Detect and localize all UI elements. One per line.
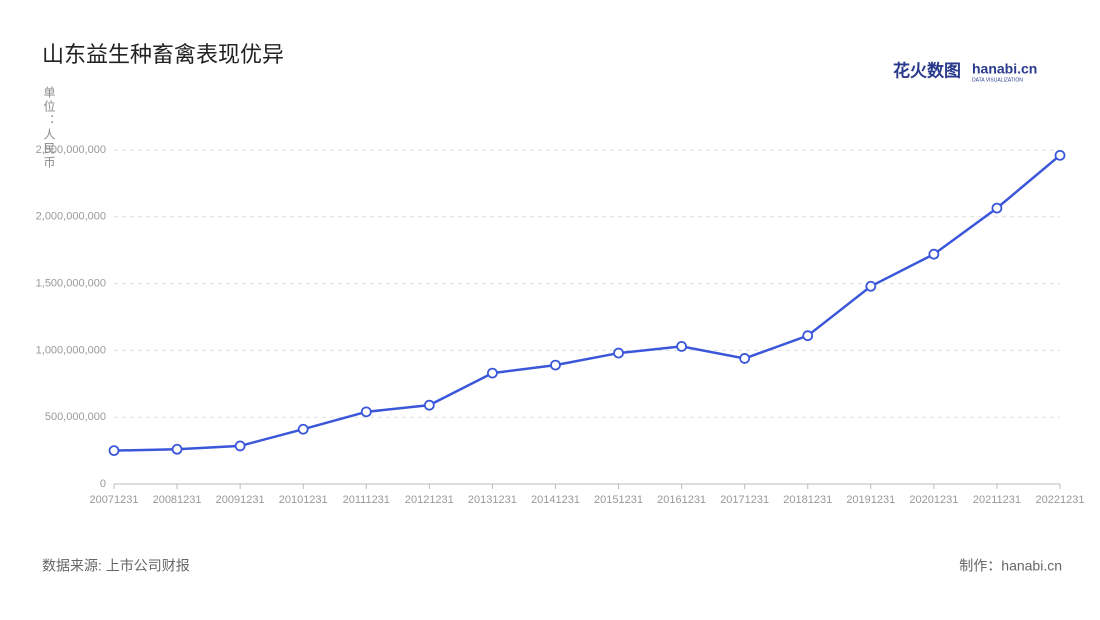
y-tick-label: 1,500,000,000 (36, 278, 106, 290)
point (865, 280, 877, 292)
x-tick-label: 20171231 (720, 494, 769, 506)
point (613, 347, 624, 359)
y-tick-label: 2,000,000,000 (36, 211, 106, 223)
x-tick-label: 20091231 (216, 494, 265, 506)
x-tick-label: 20071231 (90, 494, 139, 506)
x-tick-label: 20161231 (657, 494, 706, 506)
x-tick-label: 20191231 (846, 494, 895, 506)
y-tick-label: 1,000,000,000 (36, 344, 106, 356)
x-tick-label: 20131231 (468, 494, 517, 506)
point (108, 445, 120, 457)
x-tick-label: 20101231 (279, 494, 328, 506)
credit: 制作：hanabi.cn (959, 558, 1062, 574)
x-tick-label: 20141231 (531, 494, 580, 506)
x-tick-label: 20211231 (973, 494, 1021, 506)
point (486, 367, 498, 379)
x-tick-label: 20221231 (1036, 494, 1085, 506)
point (550, 359, 561, 371)
point (234, 440, 246, 452)
chart-title: 山东益生种畜禽表现优异 (42, 42, 284, 67)
y-axis-label: 单位：人民币 (42, 86, 56, 170)
point (991, 202, 1003, 214)
y-tick-label: 2,500,000,000 (36, 144, 106, 156)
point (171, 443, 183, 455)
logo-tagline: DATA VISUALIZATION (972, 77, 1023, 83)
point (360, 406, 372, 418)
x-tick-label: 20151231 (594, 494, 643, 506)
x-tick-label: 20121231 (405, 494, 454, 506)
point (928, 248, 940, 260)
point (739, 353, 751, 364)
point (802, 330, 814, 342)
point (1054, 149, 1066, 161)
y-tick-label: 0 (100, 478, 106, 490)
line (113, 154, 1061, 452)
y-tick-label: 500,000,000 (45, 411, 106, 423)
logo-site: hanabi.cn (972, 61, 1037, 77)
point (297, 423, 309, 435)
x-tick-label: 20111231 (343, 494, 390, 506)
point (423, 399, 435, 411)
point (676, 340, 687, 352)
logo-brand: 花火数图 (893, 60, 961, 80)
x-tick-label: 20201231 (909, 494, 958, 506)
x-tick-label: 20181231 (783, 494, 832, 506)
x-tick-label: 20081231 (153, 494, 202, 506)
source: 数据来源: 上市公司财报 (42, 558, 190, 574)
